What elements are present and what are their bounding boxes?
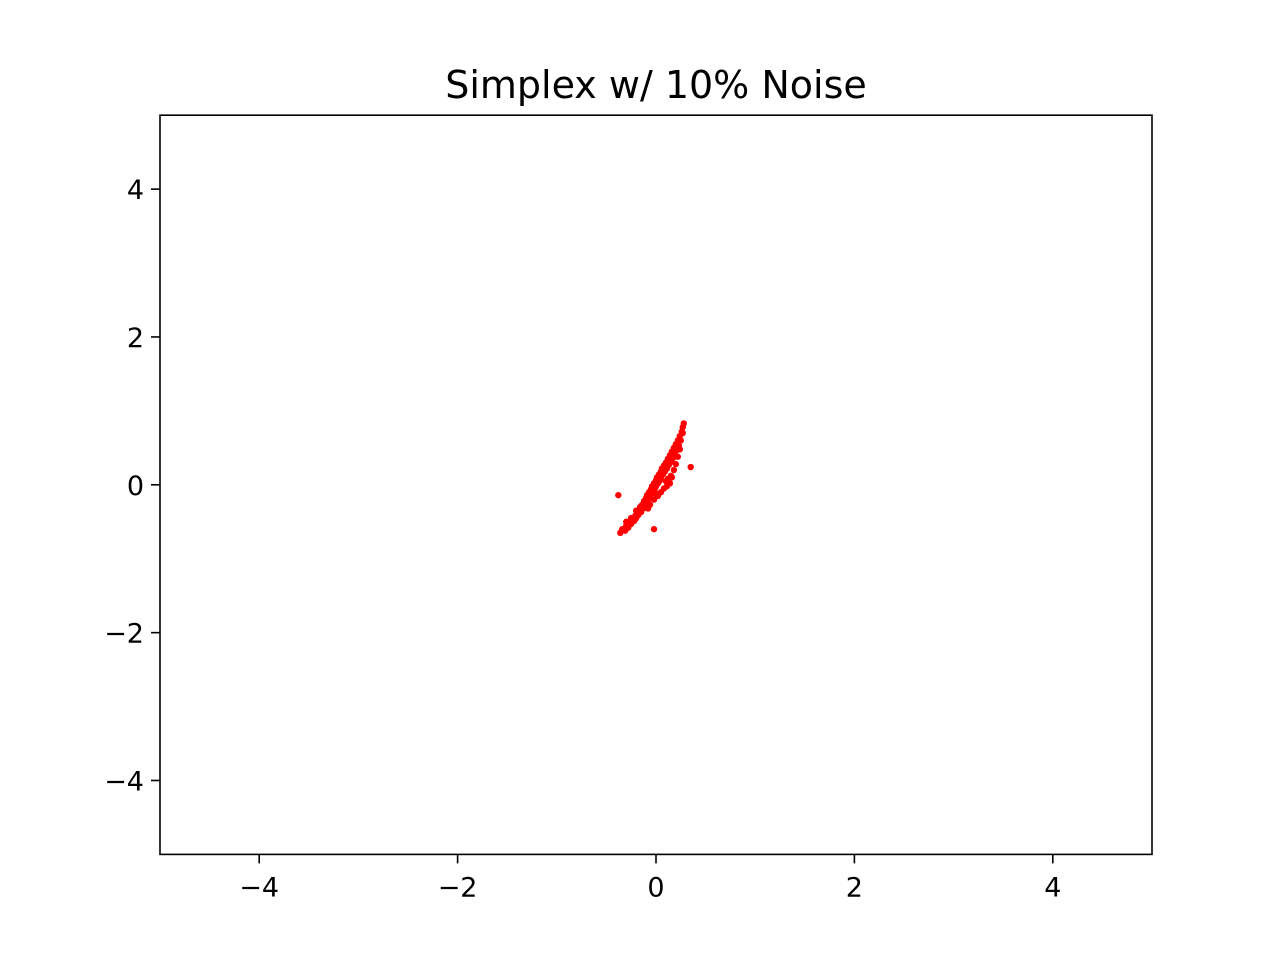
x-tick-label: −2 bbox=[438, 872, 478, 903]
scatter-point bbox=[670, 466, 678, 474]
scatter-point bbox=[632, 507, 640, 514]
scatter-point bbox=[644, 505, 652, 512]
scatter-point bbox=[680, 420, 687, 427]
x-tick-label: 2 bbox=[846, 872, 863, 903]
scatter-point bbox=[663, 483, 671, 490]
scatter-point bbox=[650, 496, 658, 503]
y-tick-label: −4 bbox=[104, 766, 144, 797]
scatter-point bbox=[623, 518, 630, 525]
scatter-point bbox=[674, 453, 682, 460]
x-axis: −4 −2 0 2 4 bbox=[239, 854, 1061, 903]
scatter-series bbox=[615, 420, 694, 537]
x-tick-label: −4 bbox=[239, 872, 279, 903]
scatter-point bbox=[679, 429, 686, 437]
scatter-point bbox=[672, 460, 680, 468]
scatter-point bbox=[615, 491, 622, 499]
scatter-point bbox=[652, 490, 660, 497]
y-tick-label: 0 bbox=[127, 471, 144, 502]
scatter-point bbox=[676, 446, 684, 453]
y-tick-label: 4 bbox=[127, 175, 144, 206]
y-tick-label: −2 bbox=[104, 619, 144, 650]
x-tick-label: 0 bbox=[647, 872, 664, 903]
y-axis: −4 −2 0 2 4 bbox=[104, 175, 160, 797]
scatter-point bbox=[668, 474, 676, 481]
x-tick-label: 4 bbox=[1044, 872, 1061, 903]
scatter-point bbox=[687, 463, 694, 471]
y-tick-label: 2 bbox=[127, 323, 144, 354]
scatter-point bbox=[677, 437, 684, 444]
scatter-point bbox=[628, 514, 635, 522]
scatter-point bbox=[650, 525, 658, 533]
chart-title: Simplex w/ 10% Noise bbox=[445, 63, 867, 107]
